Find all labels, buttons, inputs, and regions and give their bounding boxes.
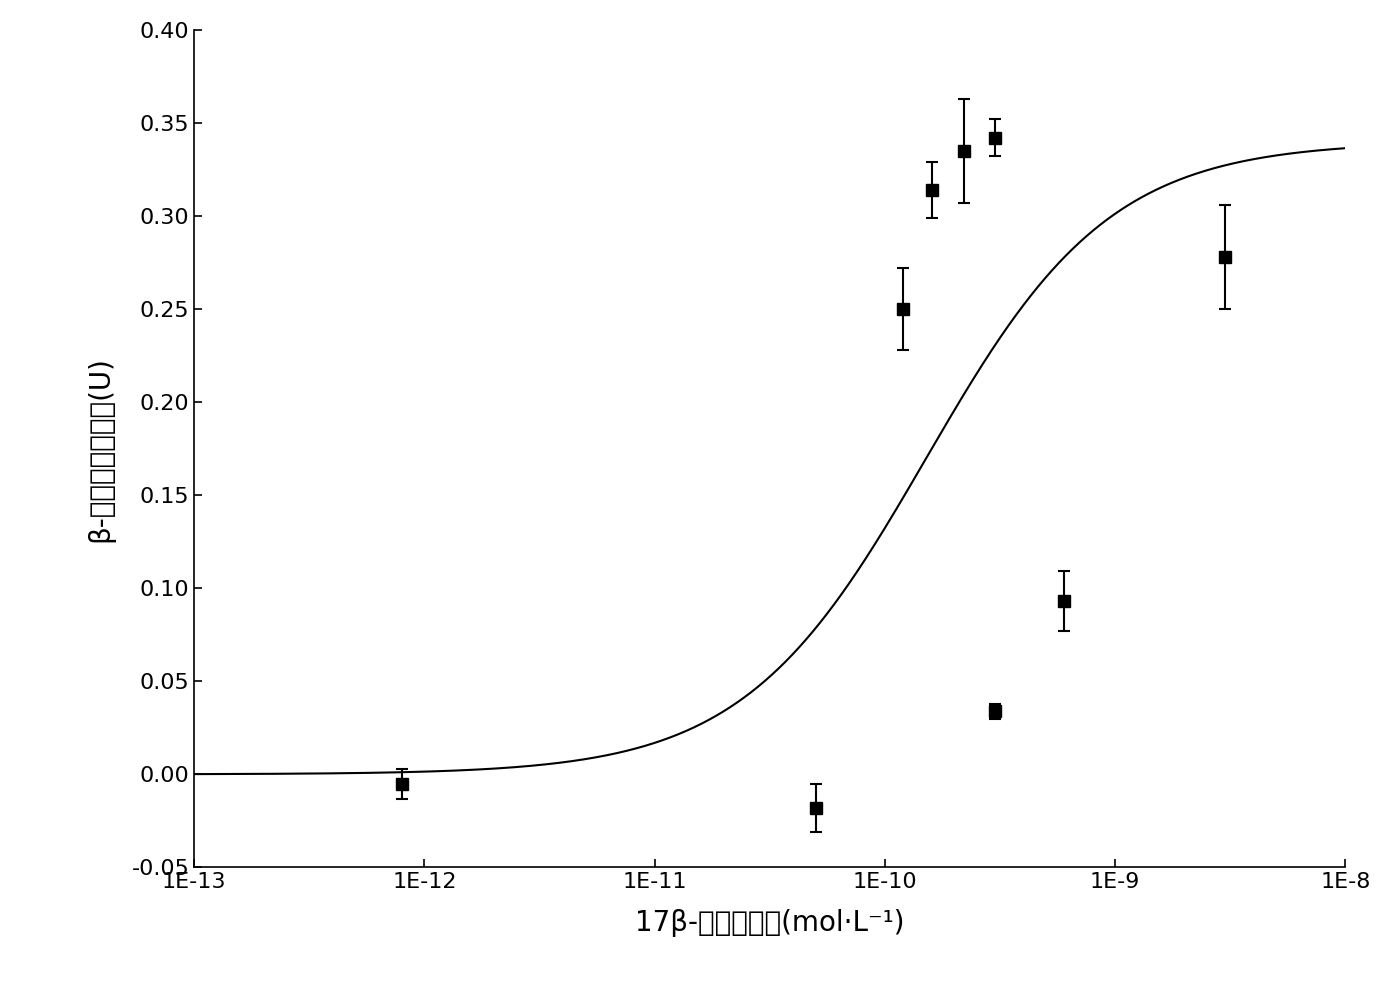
X-axis label: 17β-雌二醇浓度(mol·L⁻¹): 17β-雌二醇浓度(mol·L⁻¹) <box>635 909 904 937</box>
Y-axis label: β-半乳糖苷酶活性(U): β-半乳糖苷酶活性(U) <box>87 356 115 541</box>
